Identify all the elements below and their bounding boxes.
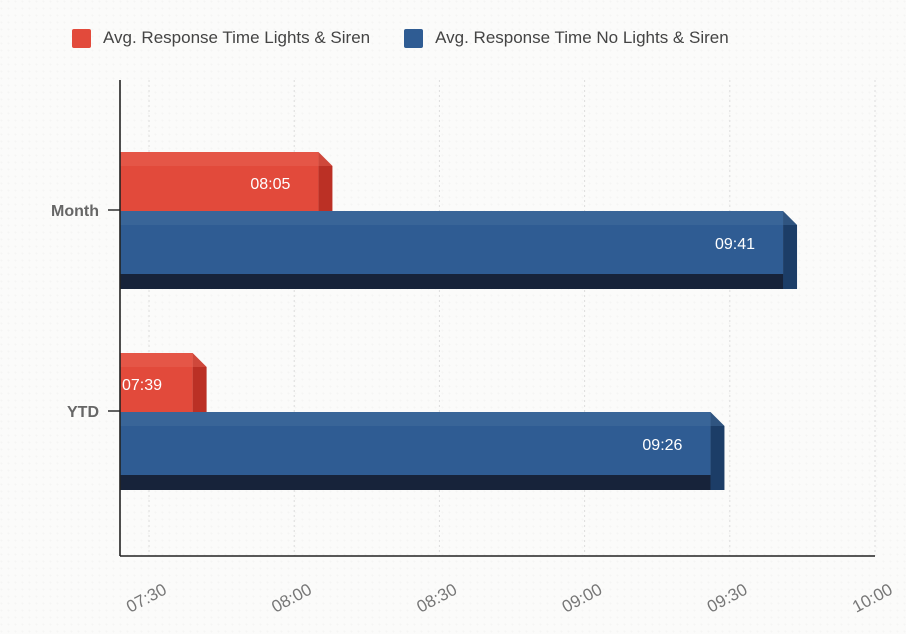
x-tick-label: 07:30 <box>123 580 169 617</box>
bar-3d-top <box>120 353 207 367</box>
category-label-month: Month <box>51 203 99 220</box>
x-tick-label: 09:00 <box>559 580 605 617</box>
x-tick-label: 09:30 <box>704 580 750 617</box>
bar-no-lights-siren[interactable] <box>120 211 784 274</box>
bar-3d-side <box>710 412 725 490</box>
legend-swatch-lights-siren <box>72 28 91 48</box>
legend-label-lights-siren: Avg. Response Time Lights & Siren <box>103 28 371 47</box>
bar-lights-siren[interactable] <box>120 353 193 415</box>
x-tick-label: 10:00 <box>849 580 895 617</box>
bar-layer <box>120 152 798 490</box>
x-tick-label: 08:30 <box>414 580 460 617</box>
bar-lights-siren[interactable] <box>120 152 319 214</box>
legend-label-no-lights-siren: Avg. Response Time No Lights & Siren <box>435 28 729 47</box>
bar-base-shadow <box>120 274 785 289</box>
axis-layer <box>108 80 875 557</box>
bar-3d-side <box>783 211 798 289</box>
bar-base-shadow <box>120 475 712 490</box>
bar-value-label: 08:05 <box>250 176 290 193</box>
bar-value-label: 09:41 <box>715 236 755 253</box>
legend-item-lights-siren[interactable]: Avg. Response Time Lights & Siren <box>72 28 370 48</box>
chart-legend: Avg. Response Time Lights & Siren Avg. R… <box>72 28 729 48</box>
bar-3d-top <box>120 152 333 166</box>
bar-3d-top <box>120 412 725 426</box>
bar-3d-top <box>120 211 798 225</box>
text-layer: 07:30 08:00 08:30 09:00 09:30 10:00 Month 08:05… <box>51 176 896 617</box>
bar-value-label: 09:26 <box>642 437 682 454</box>
legend-item-no-lights-siren[interactable]: Avg. Response Time No Lights & Siren <box>404 28 729 48</box>
legend-swatch-no-lights-siren <box>404 28 424 48</box>
x-tick-label: 08:00 <box>268 580 314 617</box>
category-label-ytd: YTD <box>67 404 99 421</box>
bar-no-lights-siren[interactable] <box>120 412 711 475</box>
bar-3d-side <box>318 152 333 214</box>
bar-value-label: 07:39 <box>122 377 162 394</box>
bar-3d-side <box>192 353 207 415</box>
